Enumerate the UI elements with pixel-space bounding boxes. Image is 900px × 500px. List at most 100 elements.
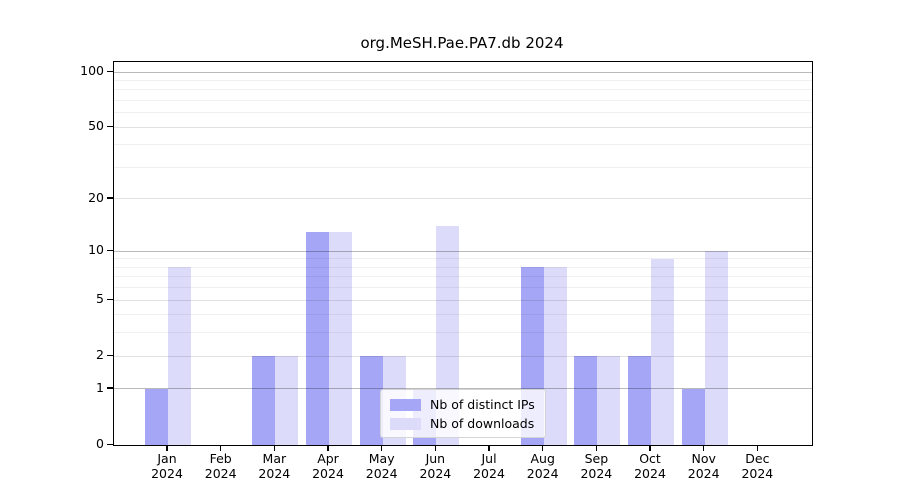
y-axis-tick-label-1: 1 <box>96 379 104 395</box>
x-axis-tick-label-aug: Aug 2024 <box>513 451 573 481</box>
bar-distinct-ips-nov <box>681 388 705 445</box>
x-axis-tick-label-nov: Nov 2024 <box>674 451 734 481</box>
bar-distinct-ips-mar <box>252 356 276 445</box>
x-axis-tick-label-feb: Feb 2024 <box>191 451 251 481</box>
month-label: Apr <box>317 451 339 466</box>
bar-downloads-oct <box>651 258 675 445</box>
month-label: Nov <box>691 451 716 466</box>
x-axis-tick-label-jul: Jul 2024 <box>459 451 519 481</box>
x-axis-tick-mark <box>541 445 544 451</box>
bar-distinct-ips-may <box>359 356 383 445</box>
year-label: 2024 <box>741 465 774 481</box>
y-axis-tick-label-20: 20 <box>88 189 104 205</box>
month-label: Sep <box>584 451 609 466</box>
legend-row: Nb of downloads <box>390 417 535 430</box>
month-label: Jul <box>481 451 497 466</box>
year-label: 2024 <box>312 465 344 481</box>
grid-line-50 <box>114 126 812 128</box>
grid-line-1 <box>114 388 812 390</box>
y-axis-tick-label-5: 5 <box>96 291 104 307</box>
legend-label: Nb of downloads <box>430 416 535 431</box>
year-label: 2024 <box>634 465 666 481</box>
legend: Nb of distinct IPs Nb of downloads <box>380 389 546 438</box>
year-label: 2024 <box>687 465 720 481</box>
year-label: 2024 <box>151 465 183 481</box>
x-axis-tick-label-oct: Oct 2024 <box>620 451 680 481</box>
bar-distinct-ips-oct <box>628 356 652 445</box>
x-axis-tick-mark <box>219 445 222 451</box>
x-axis-tick-mark <box>380 445 383 451</box>
x-axis-tick-label-may: May 2024 <box>352 451 412 481</box>
grid-line-90 <box>114 79 812 81</box>
year-label: 2024 <box>526 465 559 481</box>
y-axis-tick-label-2: 2 <box>96 347 104 363</box>
y-axis-tick-mark <box>107 354 113 357</box>
x-axis-tick-mark <box>434 445 437 451</box>
grid-line-9 <box>114 258 812 260</box>
bar-downloads-nov <box>704 251 728 445</box>
grid-line-10 <box>114 250 812 252</box>
y-axis-tick-label-10: 10 <box>88 242 104 258</box>
grid-line-60 <box>114 112 812 114</box>
bar-downloads-apr <box>329 231 352 445</box>
x-axis-tick-label-jun: Jun 2024 <box>405 451 465 481</box>
x-axis-tick-mark <box>649 445 651 451</box>
y-axis-tick-label-50: 50 <box>88 118 104 134</box>
grid-line-40 <box>114 144 812 146</box>
y-axis-tick-mark <box>107 249 113 252</box>
grid-line-2 <box>114 355 812 357</box>
month-label: Dec <box>745 451 770 466</box>
year-label: 2024 <box>419 465 452 481</box>
month-label: Jan <box>157 451 177 466</box>
month-label: Jun <box>425 451 446 466</box>
month-label: Oct <box>639 451 661 466</box>
month-label: Aug <box>530 451 555 466</box>
grid-line-8 <box>114 266 812 268</box>
y-axis-tick-mark <box>107 298 113 301</box>
bar-distinct-ips-apr <box>306 231 329 445</box>
x-axis-tick-mark <box>595 445 598 451</box>
x-axis-tick-label-jan: Jan 2024 <box>137 451 197 481</box>
y-axis-tick-label-100: 100 <box>80 63 104 78</box>
month-label: Mar <box>262 451 287 466</box>
grid-line-3 <box>114 332 812 334</box>
y-axis-tick-mark <box>107 387 113 389</box>
year-label: 2024 <box>365 465 398 481</box>
grid-line-30 <box>114 166 812 168</box>
legend-swatch-downloads <box>390 417 421 430</box>
bar-downloads-sep <box>597 356 621 445</box>
chart-title: org.MeSH.Pae.PA7.db 2024 <box>360 34 564 52</box>
y-axis-tick-mark <box>107 125 113 128</box>
y-axis-tick-mark <box>107 443 113 445</box>
x-axis-tick-label-dec: Dec 2024 <box>727 451 787 481</box>
grid-line-70 <box>114 99 812 101</box>
x-axis-tick-mark <box>327 445 329 451</box>
legend-label: Nb of distinct IPs <box>430 397 535 412</box>
x-axis-tick-mark <box>702 445 705 451</box>
month-label: May <box>368 451 395 466</box>
x-axis-tick-label-mar: Mar 2024 <box>244 451 304 481</box>
x-axis-tick-label-apr: Apr 2024 <box>298 451 358 481</box>
bar-downloads-aug <box>543 267 567 445</box>
month-label: Feb <box>209 451 232 466</box>
x-axis-tick-mark <box>756 445 759 451</box>
grid-line-7 <box>114 276 812 278</box>
grid-line-20 <box>114 198 812 200</box>
bar-distinct-ips-sep <box>574 356 598 445</box>
bar-distinct-ips-jan <box>145 388 168 445</box>
year-label: 2024 <box>580 465 613 481</box>
bar-downloads-jan <box>168 267 191 445</box>
grid-line-80 <box>114 89 812 91</box>
y-axis-tick-mark <box>107 197 113 199</box>
grid-line-5 <box>114 299 812 301</box>
x-axis-tick-mark <box>273 445 276 451</box>
legend-swatch-distinct-ips <box>390 398 421 411</box>
legend-row: Nb of distinct IPs <box>390 398 535 411</box>
grid-line-4 <box>114 314 812 316</box>
year-label: 2024 <box>204 465 237 481</box>
year-label: 2024 <box>473 465 505 481</box>
x-axis-tick-label-sep: Sep 2024 <box>566 451 626 481</box>
year-label: 2024 <box>258 465 291 481</box>
x-axis-tick-mark <box>166 445 168 451</box>
